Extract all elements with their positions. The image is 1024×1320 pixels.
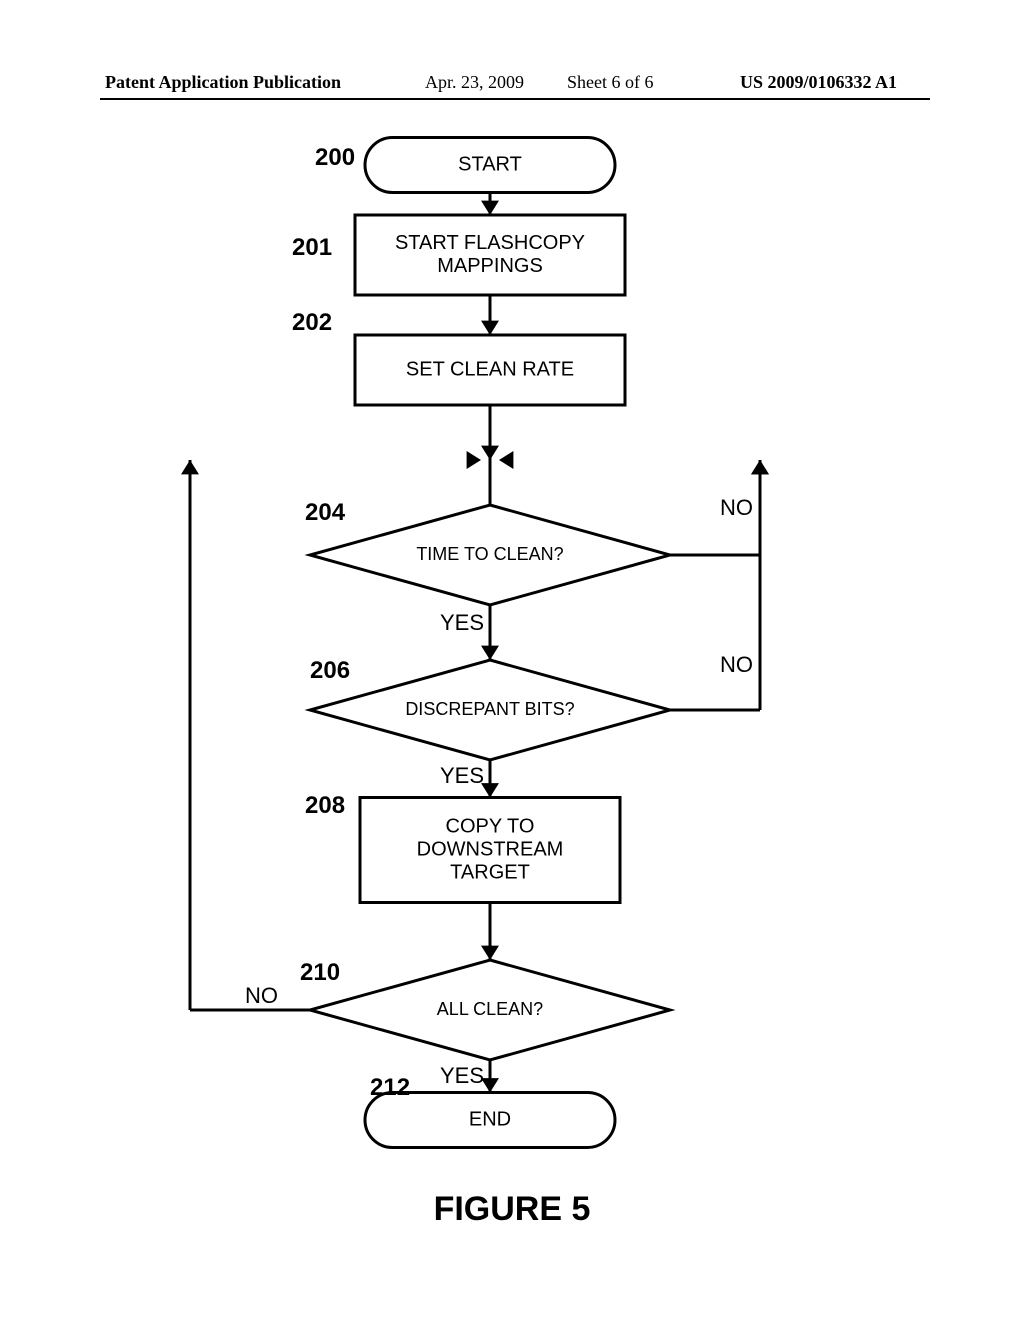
svg-text:DOWNSTREAM: DOWNSTREAM [417, 838, 564, 860]
svg-text:NO: NO [720, 495, 753, 520]
figure-caption: FIGURE 5 [0, 1190, 1024, 1229]
svg-text:210: 210 [300, 959, 340, 986]
svg-text:200: 200 [315, 144, 355, 171]
flowchart-svg: START START FLASHCOPYMAPPINGS SET CLEAN RA… [0, 0, 1024, 1320]
svg-text:YES: YES [440, 610, 484, 635]
svg-text:204: 204 [305, 499, 346, 526]
svg-text:START FLASHCOPY: START FLASHCOPY [395, 232, 585, 254]
svg-text:COPY TO: COPY TO [446, 815, 535, 837]
svg-text:DISCREPANT BITS?: DISCREPANT BITS? [405, 699, 574, 719]
svg-text:TIME TO CLEAN?: TIME TO CLEAN? [416, 544, 563, 564]
svg-text:206: 206 [310, 657, 350, 684]
svg-text:212: 212 [370, 1074, 410, 1101]
svg-text:201: 201 [292, 234, 332, 261]
svg-text:TARGET: TARGET [450, 861, 530, 883]
svg-text:202: 202 [292, 309, 332, 336]
svg-text:NO: NO [245, 983, 278, 1008]
svg-text:END: END [469, 1108, 511, 1130]
svg-text:208: 208 [305, 792, 345, 819]
svg-text:MAPPINGS: MAPPINGS [437, 255, 543, 277]
svg-text:YES: YES [440, 763, 484, 788]
svg-text:SET CLEAN RATE: SET CLEAN RATE [406, 358, 574, 380]
svg-text:ALL CLEAN?: ALL CLEAN? [437, 999, 543, 1019]
page: Patent Application Publication Apr. 23, … [0, 0, 1024, 1320]
svg-text:START: START [458, 153, 522, 175]
svg-text:YES: YES [440, 1063, 484, 1088]
svg-text:NO: NO [720, 652, 753, 677]
